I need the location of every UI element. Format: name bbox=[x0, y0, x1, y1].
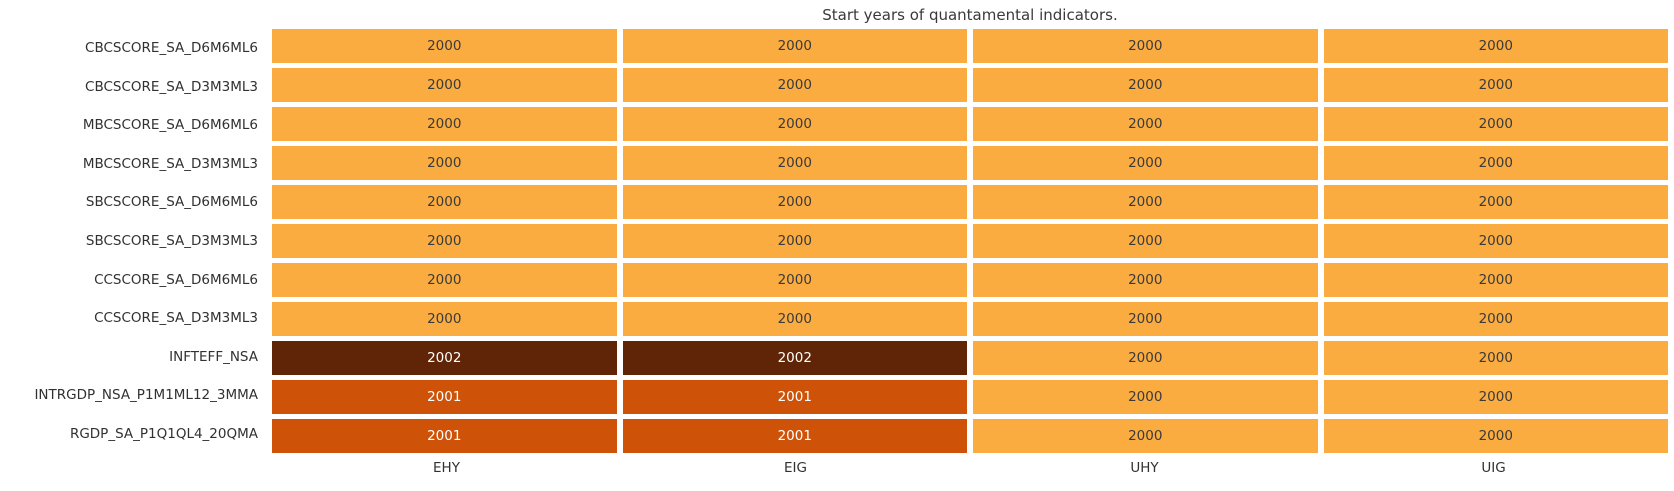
heatmap-cell: 2000 bbox=[1323, 107, 1668, 141]
row-label: MBCSCORE_SA_D3M3ML3 bbox=[82, 155, 258, 172]
heatmap-cell: 2000 bbox=[272, 107, 617, 141]
heatmap-cell: 2000 bbox=[1323, 419, 1668, 453]
column-label: UIG bbox=[1481, 460, 1506, 476]
heatmap-cell: 2002 bbox=[272, 341, 617, 375]
heatmap-cell: 2000 bbox=[973, 419, 1318, 453]
heatmap-cell: 2000 bbox=[622, 302, 967, 336]
heatmap-cell: 2000 bbox=[973, 380, 1318, 414]
x-axis-tick-labels: EHY EIG UHY UIG bbox=[272, 460, 1668, 476]
chart-title: Start years of quantamental indicators. bbox=[822, 6, 1118, 24]
heatmap-cell: 2001 bbox=[622, 419, 967, 453]
row-label: INTRGDP_NSA_P1M1ML12_3MMA bbox=[34, 387, 258, 404]
heatmap-cell: 2000 bbox=[973, 224, 1318, 258]
column-label: UHY bbox=[1130, 460, 1159, 476]
heatmap-cell: 2000 bbox=[973, 185, 1318, 219]
heatmap-cell: 2000 bbox=[973, 302, 1318, 336]
heatmap-cell: 2000 bbox=[973, 68, 1318, 102]
row-label: CCSCORE_SA_D3M3ML3 bbox=[94, 310, 258, 327]
column-label: EHY bbox=[433, 460, 460, 476]
heatmap-cell: 2000 bbox=[622, 224, 967, 258]
heatmap-cell: 2000 bbox=[1323, 146, 1668, 180]
heatmap-cell: 2000 bbox=[272, 302, 617, 336]
heatmap-cell: 2000 bbox=[973, 29, 1318, 63]
row-label: CBCSCORE_SA_D3M3ML3 bbox=[85, 78, 258, 95]
heatmap-cell: 2000 bbox=[272, 68, 617, 102]
heatmap-cell: 2000 bbox=[272, 146, 617, 180]
row-label: SBCSCORE_SA_D3M3ML3 bbox=[85, 232, 258, 249]
heatmap-cell: 2000 bbox=[973, 146, 1318, 180]
heatmap-cell: 2002 bbox=[622, 341, 967, 375]
heatmap-cell: 2000 bbox=[973, 107, 1318, 141]
heatmap-cell: 2000 bbox=[973, 341, 1318, 375]
heatmap-cell: 2000 bbox=[1323, 185, 1668, 219]
column-label: EIG bbox=[784, 460, 807, 476]
heatmap-cell: 2000 bbox=[622, 263, 967, 297]
heatmap-cell: 2000 bbox=[622, 107, 967, 141]
heatmap-cell: 2000 bbox=[622, 29, 967, 63]
heatmap-cell: 2000 bbox=[272, 263, 617, 297]
heatmap-cell: 2000 bbox=[973, 263, 1318, 297]
heatmap-grid: 2000 2000 2000 2000 2000 2000 2000 2000 2000 2000… bbox=[272, 29, 1668, 453]
row-label: MBCSCORE_SA_D6M6ML6 bbox=[82, 117, 258, 134]
row-label: INFTEFF_NSA bbox=[169, 348, 258, 365]
heatmap-cell: 2001 bbox=[272, 419, 617, 453]
heatmap-cell: 2001 bbox=[622, 380, 967, 414]
heatmap-cell: 2000 bbox=[272, 185, 617, 219]
row-label: CCSCORE_SA_D6M6ML6 bbox=[94, 271, 258, 288]
heatmap-cell: 2000 bbox=[1323, 302, 1668, 336]
heatmap-cell: 2000 bbox=[622, 185, 967, 219]
heatmap-cell: 2000 bbox=[272, 224, 617, 258]
heatmap-cell: 2000 bbox=[1323, 68, 1668, 102]
heatmap-cell: 2000 bbox=[1323, 341, 1668, 375]
heatmap-cell: 2000 bbox=[272, 29, 617, 63]
heatmap-cell: 2000 bbox=[1323, 263, 1668, 297]
heatmap-cell: 2000 bbox=[1323, 224, 1668, 258]
heatmap-cell: 2001 bbox=[272, 380, 617, 414]
heatmap-cell: 2000 bbox=[1323, 29, 1668, 63]
row-label: SBCSCORE_SA_D6M6ML6 bbox=[85, 194, 258, 211]
row-label: RGDP_SA_P1Q1QL4_20QMA bbox=[69, 425, 258, 442]
row-label: CBCSCORE_SA_D6M6ML6 bbox=[85, 40, 258, 57]
heatmap-cell: 2000 bbox=[622, 146, 967, 180]
y-axis-tick-labels: CBCSCORE_SA_D6M6ML6 CBCSCORE_SA_D3M3ML3 MB… bbox=[0, 29, 258, 453]
heatmap-cell: 2000 bbox=[622, 68, 967, 102]
heatmap-cell: 2000 bbox=[1323, 380, 1668, 414]
